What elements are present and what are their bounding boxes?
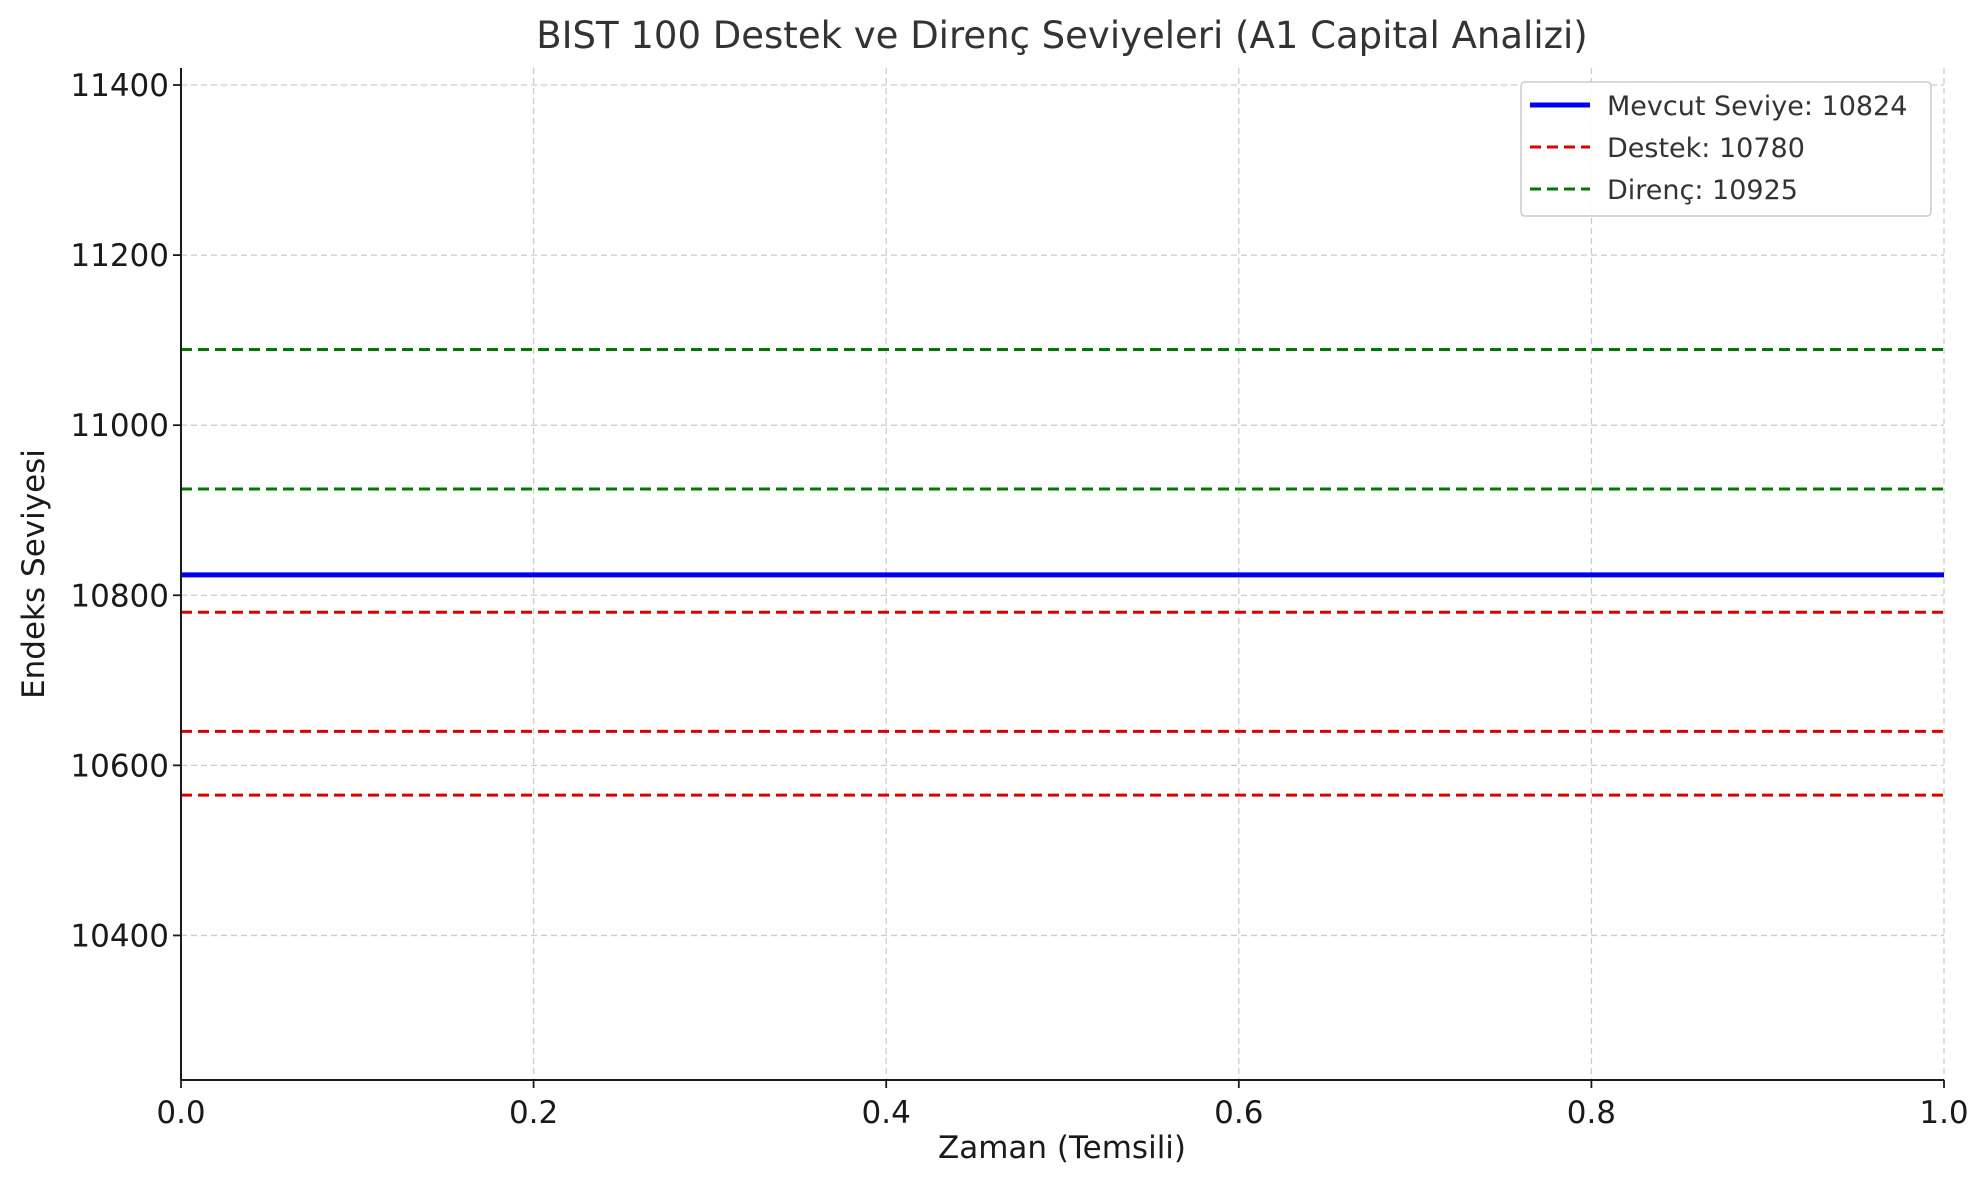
axes	[180, 68, 1944, 1081]
x-tick-label: 0.6	[1214, 1095, 1263, 1131]
y-tick-label: 10400	[70, 918, 169, 954]
y-tick-label: 10800	[70, 578, 169, 614]
y-ticks: 10400 10600 10800 11000 11200 11400	[70, 68, 181, 954]
legend-label: Mevcut Seviye: 10824	[1607, 91, 1907, 122]
x-tick-label: 0.4	[862, 1095, 911, 1131]
x-tick-label: 0.2	[509, 1095, 558, 1131]
y-axis-title: Endeks Seviyesi	[16, 449, 52, 699]
legend: Mevcut Seviye: 10824 Destek: 10780 Direnç:…	[1520, 81, 1932, 217]
series-lines	[181, 347, 1944, 797]
x-tick-label: 0.0	[156, 1095, 205, 1131]
legend-frame	[1520, 81, 1932, 217]
x-tick-label: 0.8	[1567, 1095, 1616, 1131]
y-tick-label: 11200	[70, 238, 169, 274]
legend-label: Direnç: 10925	[1607, 175, 1798, 206]
y-tick-label: 10600	[70, 748, 169, 784]
legend-items: Mevcut Seviye: 10824 Destek: 10780 Direnç:…	[1530, 91, 1907, 206]
x-axis-title: Zaman (Temsili)	[938, 1130, 1186, 1166]
x-tick-label: 1.0	[1919, 1095, 1968, 1131]
chart-title: BIST 100 Destek ve Direnç Seviyeleri (A1…	[536, 14, 1587, 57]
y-tick-label: 11000	[70, 408, 169, 444]
y-tick-label: 11400	[70, 68, 169, 104]
x-ticks: 0.0 0.2 0.4 0.6 0.8 1.0	[156, 1080, 1969, 1131]
legend-label: Destek: 10780	[1607, 133, 1805, 164]
